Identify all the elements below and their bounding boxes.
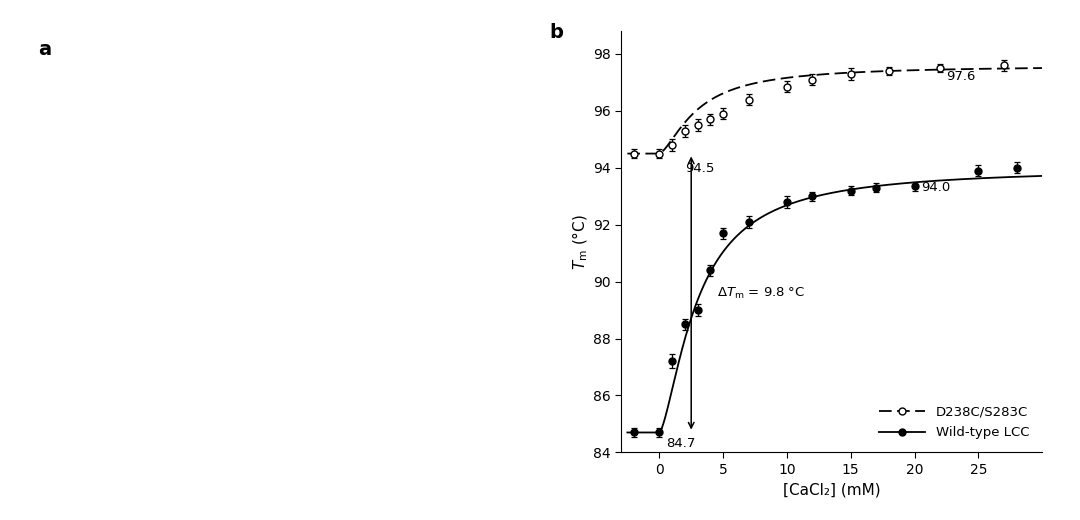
Legend: D238C/S283C, Wild-type LCC: D238C/S283C, Wild-type LCC — [873, 399, 1036, 446]
Text: 84.7: 84.7 — [665, 437, 696, 450]
Text: 97.6: 97.6 — [946, 71, 976, 84]
Text: $\Delta T_\mathrm{m}$ = 9.8 °C: $\Delta T_\mathrm{m}$ = 9.8 °C — [717, 285, 805, 301]
X-axis label: [CaCl₂] (mM): [CaCl₂] (mM) — [783, 483, 880, 497]
Text: a: a — [38, 40, 51, 59]
Text: 94.0: 94.0 — [921, 180, 950, 193]
Text: 94.5: 94.5 — [685, 162, 714, 175]
Text: b: b — [550, 23, 564, 42]
Y-axis label: $T_\mathrm{m}$ (°C): $T_\mathrm{m}$ (°C) — [570, 214, 590, 270]
